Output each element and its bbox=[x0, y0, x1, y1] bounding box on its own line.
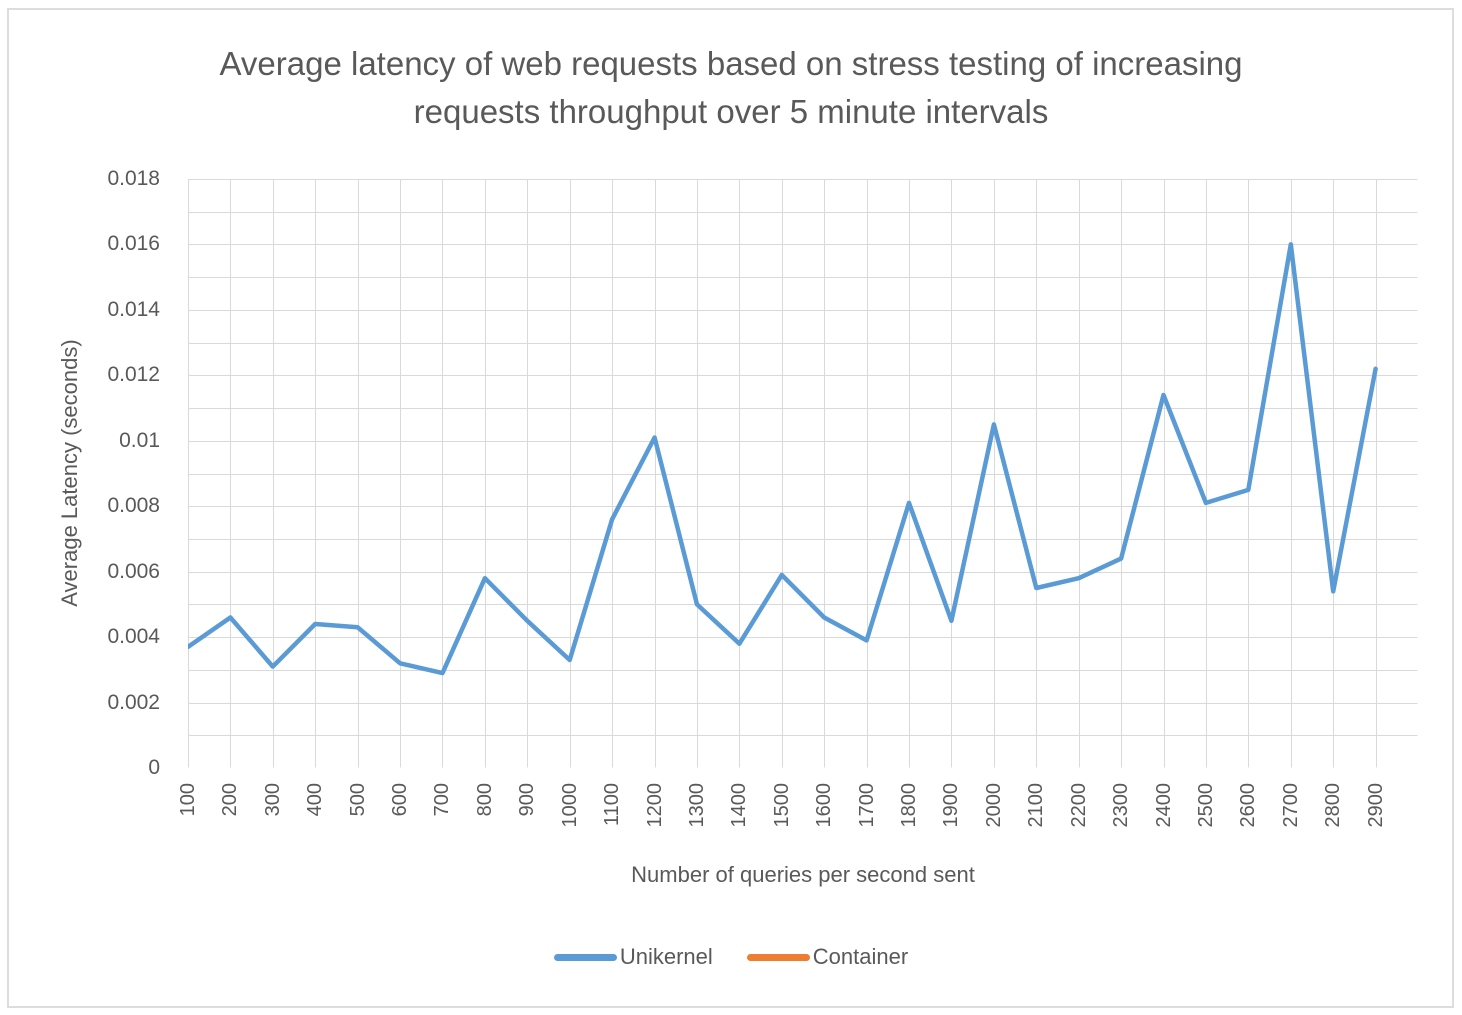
x-tick-label: 1300 bbox=[685, 783, 708, 828]
x-axis-title: Number of queries per second sent bbox=[631, 862, 975, 887]
x-tick-label: 2800 bbox=[1322, 783, 1345, 828]
x-tick-label: 2100 bbox=[1025, 783, 1048, 828]
y-axis-title: Average Latency (seconds) bbox=[57, 339, 82, 607]
x-tick-label: 1800 bbox=[898, 783, 921, 828]
chart-frame-border bbox=[7, 8, 1454, 1008]
y-tick-label: 0.008 bbox=[107, 494, 160, 518]
y-tick-label: 0.012 bbox=[107, 363, 160, 387]
y-tick-label: 0.004 bbox=[107, 625, 160, 649]
unikernel-line-swatch-icon bbox=[553, 953, 617, 961]
x-tick-label: 100 bbox=[177, 783, 199, 817]
x-tick-label: 1100 bbox=[601, 783, 624, 827]
x-tick-label: 300 bbox=[261, 783, 284, 817]
y-tick-label: 0.016 bbox=[107, 232, 160, 256]
x-tick-label: 1500 bbox=[770, 783, 793, 828]
x-tick-label: 2200 bbox=[1067, 783, 1090, 828]
chart-title: Average latency of web requests based on… bbox=[219, 45, 1243, 130]
x-tick-label: 1600 bbox=[813, 783, 836, 828]
legend-label-unikernel: Unikernel bbox=[619, 944, 713, 969]
unikernel-series-line bbox=[188, 242, 1378, 676]
x-tick-label: 2500 bbox=[1194, 783, 1217, 828]
legend-entry-unikernel: Unikernel bbox=[553, 944, 713, 970]
x-tick-label: 500 bbox=[346, 783, 369, 817]
legend-entry-container: Container bbox=[746, 944, 909, 970]
x-tick-label: 1900 bbox=[940, 783, 963, 828]
x-tick-label: 2700 bbox=[1279, 783, 1302, 828]
x-tick-label: 600 bbox=[389, 783, 412, 817]
x-tick-label: 2600 bbox=[1237, 783, 1260, 828]
y-tick-label: 0.018 bbox=[107, 167, 160, 190]
legend: Unikernel Container bbox=[0, 944, 1462, 970]
y-tick-label: 0.01 bbox=[119, 428, 160, 452]
x-tick-label: 200 bbox=[219, 783, 242, 817]
x-tick-label: 2900 bbox=[1364, 783, 1387, 828]
x-tick-label: 1700 bbox=[855, 783, 878, 828]
y-tick-label: 0 bbox=[148, 756, 160, 779]
x-tick-label: 400 bbox=[304, 783, 327, 817]
y-tick-label: 0.014 bbox=[107, 297, 160, 321]
x-tick-label: 1200 bbox=[643, 783, 666, 828]
x-tick-label: 900 bbox=[516, 783, 539, 817]
x-tick-label: 2400 bbox=[1152, 783, 1175, 828]
legend-label-container: Container bbox=[812, 944, 909, 969]
x-tick-label: 1400 bbox=[728, 783, 751, 828]
x-tick-label: 800 bbox=[473, 783, 496, 817]
x-tick-label: 700 bbox=[431, 783, 454, 817]
y-tick-label: 0.006 bbox=[107, 559, 160, 583]
x-tick-label: 2000 bbox=[982, 783, 1005, 828]
x-tick-label: 1000 bbox=[558, 783, 581, 828]
y-tick-label: 0.002 bbox=[107, 690, 160, 714]
x-tick-label: 2300 bbox=[1110, 783, 1133, 828]
plot-area bbox=[188, 179, 1418, 768]
container-line-swatch-icon bbox=[746, 953, 810, 961]
